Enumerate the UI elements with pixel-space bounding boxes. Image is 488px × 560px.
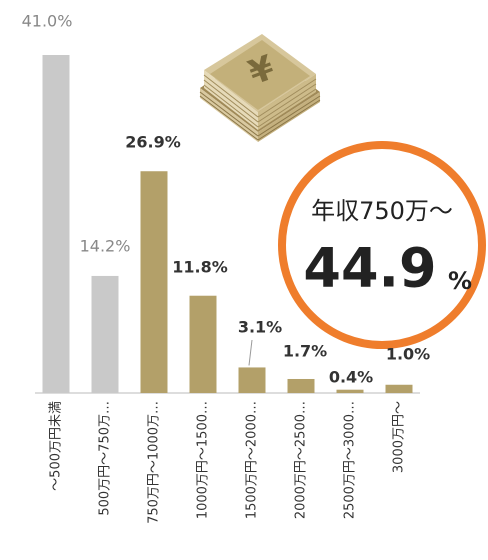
value-label: 11.8% bbox=[172, 258, 228, 277]
value-label: 26.9% bbox=[125, 133, 181, 152]
bar bbox=[140, 171, 168, 393]
callout-value: 44.9 bbox=[303, 237, 436, 300]
x-tick-label: 1000万円～1500… bbox=[196, 401, 211, 519]
x-tick-label: ～500万円未満 bbox=[49, 401, 64, 491]
x-tick-label: 1500万円～2000… bbox=[245, 401, 260, 519]
x-tick-label: 2500万円～3000… bbox=[343, 401, 358, 519]
leader-line bbox=[248, 339, 253, 366]
bar bbox=[385, 384, 413, 393]
x-tick-label: 500万円～750万… bbox=[98, 401, 113, 516]
value-label: 14.2% bbox=[80, 237, 131, 256]
value-label: 3.1% bbox=[238, 318, 282, 337]
money-illustration: ¥ bbox=[199, 34, 321, 142]
x-tick-label: 3000万円～ bbox=[392, 401, 407, 473]
x-tick-label: 750万円～1000万… bbox=[147, 401, 162, 524]
callout-title: 年収750万～ bbox=[311, 197, 453, 225]
callout-circle bbox=[278, 141, 486, 349]
bar bbox=[336, 389, 364, 393]
bar bbox=[91, 275, 119, 393]
bar bbox=[238, 367, 266, 393]
value-label: 41.0% bbox=[22, 12, 73, 31]
bar bbox=[42, 55, 70, 393]
bar bbox=[189, 295, 217, 393]
callout-unit: % bbox=[448, 267, 472, 295]
value-label: 0.4% bbox=[329, 368, 373, 387]
x-tick-label: 2000万円～2500… bbox=[294, 401, 309, 519]
bar bbox=[287, 378, 315, 393]
value-label: 1.7% bbox=[283, 342, 327, 361]
value-label: 1.0% bbox=[386, 345, 430, 364]
